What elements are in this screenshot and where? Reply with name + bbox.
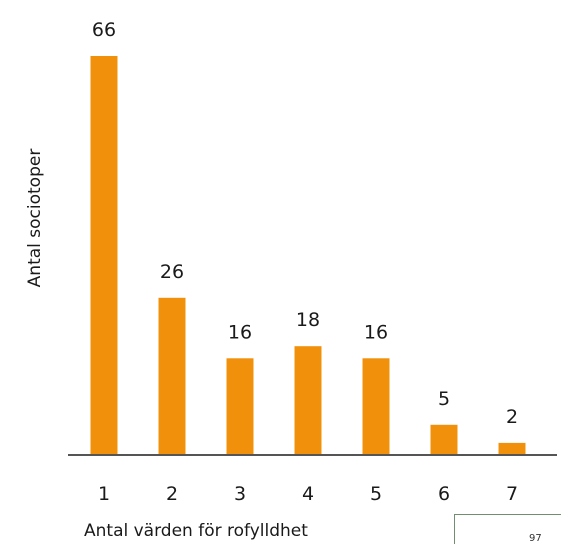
- value-label-5: 16: [364, 321, 388, 343]
- x-tick-labels-group: 1 2 3 4 5 6 7: [98, 483, 518, 505]
- value-label-2: 26: [160, 261, 184, 283]
- bar-1: [90, 56, 118, 455]
- x-tick-label-6: 6: [438, 483, 450, 505]
- bar-6: [430, 424, 458, 455]
- bar-7: [498, 442, 526, 455]
- x-tick-label-7: 7: [506, 483, 518, 505]
- x-tick-label-2: 2: [166, 483, 178, 505]
- x-axis-title: Antal värden för rofylldhet: [84, 521, 308, 541]
- bar-2: [158, 297, 186, 455]
- bar-4: [294, 346, 322, 455]
- bar-3: [226, 358, 254, 455]
- x-tick-label-4: 4: [302, 483, 314, 505]
- corner-label-text: 97: [529, 533, 542, 544]
- corner-label-box: 97: [454, 514, 561, 544]
- y-axis-title: Antal sociotoper: [25, 149, 45, 288]
- x-tick-label-3: 3: [234, 483, 246, 505]
- bar-5: [362, 358, 390, 455]
- x-tick-label-5: 5: [370, 483, 382, 505]
- value-label-3: 16: [228, 321, 252, 343]
- value-label-4: 18: [296, 309, 320, 331]
- value-labels-group: 66 26 16 18 16 5 2: [92, 19, 518, 428]
- value-label-7: 2: [506, 406, 518, 428]
- value-label-6: 5: [438, 388, 450, 410]
- x-tick-label-1: 1: [98, 483, 110, 505]
- bars-group: [90, 56, 526, 455]
- value-label-1: 66: [92, 19, 116, 41]
